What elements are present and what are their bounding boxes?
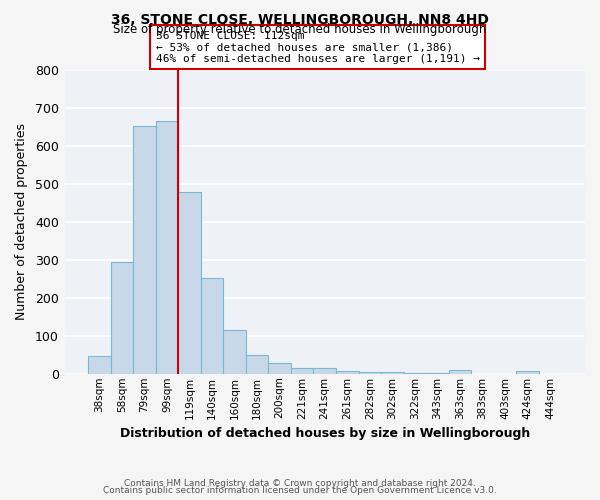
Bar [88,356,110,374]
Bar [133,126,156,374]
Bar [313,368,336,374]
Bar [291,368,313,374]
Bar [426,372,449,374]
Text: 36 STONE CLOSE: 112sqm
← 53% of detached houses are smaller (1,386)
46% of semi-: 36 STONE CLOSE: 112sqm ← 53% of detached… [155,30,479,64]
Bar [110,262,133,374]
Bar [404,372,426,374]
Bar [381,372,404,374]
Bar [223,330,246,374]
Text: Size of property relative to detached houses in Wellingborough: Size of property relative to detached ho… [113,22,487,36]
Bar [336,370,359,374]
Bar [359,372,381,374]
X-axis label: Distribution of detached houses by size in Wellingborough: Distribution of detached houses by size … [119,427,530,440]
Bar [201,278,223,374]
Text: 36, STONE CLOSE, WELLINGBOROUGH, NN8 4HD: 36, STONE CLOSE, WELLINGBOROUGH, NN8 4HD [111,12,489,26]
Bar [449,370,471,374]
Bar [178,192,201,374]
Bar [156,122,178,374]
Text: Contains HM Land Registry data © Crown copyright and database right 2024.: Contains HM Land Registry data © Crown c… [124,478,476,488]
Y-axis label: Number of detached properties: Number of detached properties [15,124,28,320]
Bar [246,355,268,374]
Bar [516,370,539,374]
Bar [268,363,291,374]
Text: Contains public sector information licensed under the Open Government Licence v3: Contains public sector information licen… [103,486,497,495]
